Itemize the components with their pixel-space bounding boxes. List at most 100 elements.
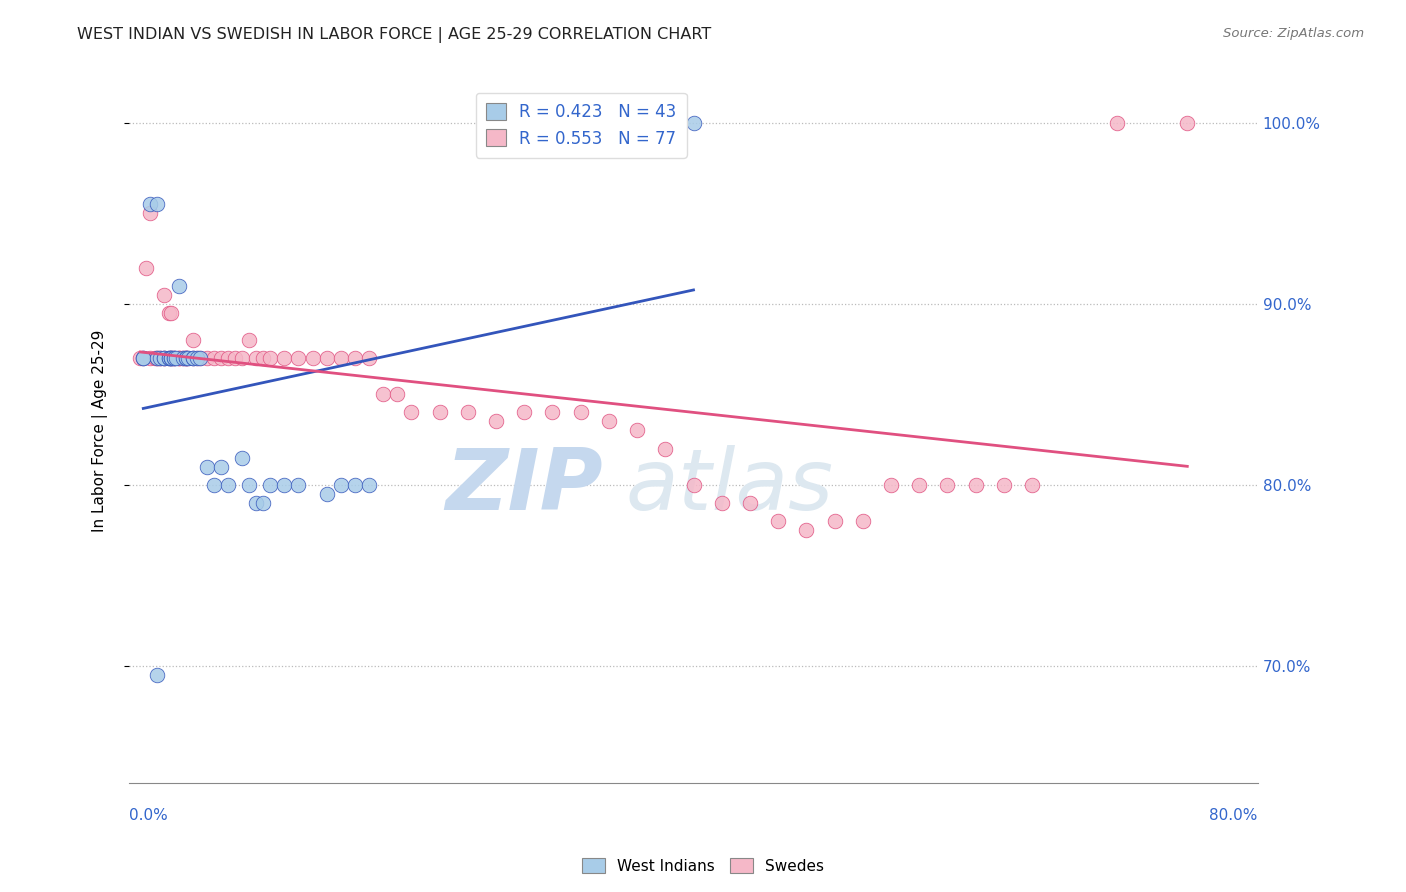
Point [177, 351, 200, 365]
Point [188, 351, 211, 365]
Point [188, 351, 211, 365]
Point [167, 351, 190, 365]
Point [146, 668, 169, 682]
Point [160, 351, 183, 365]
Point [209, 459, 232, 474]
Point [273, 477, 295, 491]
Point [172, 351, 194, 365]
Point [149, 351, 172, 365]
Point [245, 351, 267, 365]
Point [287, 351, 309, 365]
Point [231, 351, 253, 365]
Point [936, 477, 959, 491]
Point [259, 351, 281, 365]
Point [1175, 116, 1198, 130]
Point [146, 351, 169, 365]
Point [329, 477, 352, 491]
Point [357, 351, 380, 365]
Point [167, 351, 190, 365]
Point [654, 442, 676, 456]
Point [202, 477, 225, 491]
Point [357, 477, 380, 491]
Point [132, 351, 155, 365]
Point [654, 116, 676, 130]
Point [163, 351, 186, 365]
Point [824, 514, 846, 528]
Point [139, 206, 162, 220]
Point [429, 405, 451, 419]
Point [195, 351, 218, 365]
Point [195, 459, 218, 474]
Point [132, 351, 155, 365]
Text: 0.0%: 0.0% [129, 808, 167, 823]
Point [139, 197, 162, 211]
Point [371, 387, 394, 401]
Point [217, 351, 239, 365]
Y-axis label: In Labor Force | Age 25-29: In Labor Force | Age 25-29 [93, 329, 108, 532]
Point [163, 351, 186, 365]
Point [174, 351, 197, 365]
Legend: R = 0.423   N = 43, R = 0.553   N = 77: R = 0.423 N = 43, R = 0.553 N = 77 [477, 93, 686, 158]
Point [273, 351, 295, 365]
Point [157, 351, 180, 365]
Text: ZIP: ZIP [446, 445, 603, 528]
Point [626, 424, 648, 438]
Point [181, 351, 204, 365]
Point [682, 116, 704, 130]
Point [217, 477, 239, 491]
Point [174, 351, 197, 365]
Text: 80.0%: 80.0% [1209, 808, 1258, 823]
Point [343, 477, 366, 491]
Point [238, 477, 260, 491]
Point [139, 351, 162, 365]
Point [202, 351, 225, 365]
Point [129, 351, 152, 365]
Point [181, 351, 204, 365]
Point [186, 351, 208, 365]
Point [252, 496, 274, 510]
Point [259, 477, 281, 491]
Point [598, 414, 620, 428]
Point [224, 351, 246, 365]
Point [153, 287, 176, 301]
Point [301, 351, 323, 365]
Point [387, 387, 409, 401]
Point [153, 351, 176, 365]
Point [315, 487, 337, 501]
Point [146, 351, 169, 365]
Point [852, 514, 875, 528]
Point [160, 306, 183, 320]
Point [238, 333, 260, 347]
Point [682, 477, 704, 491]
Point [132, 351, 155, 365]
Point [163, 351, 186, 365]
Point [315, 351, 337, 365]
Point [766, 514, 789, 528]
Point [1105, 116, 1128, 130]
Point [174, 351, 197, 365]
Point [485, 414, 508, 428]
Text: WEST INDIAN VS SWEDISH IN LABOR FORCE | AGE 25-29 CORRELATION CHART: WEST INDIAN VS SWEDISH IN LABOR FORCE | … [77, 27, 711, 43]
Point [329, 351, 352, 365]
Point [165, 351, 187, 365]
Point [146, 351, 169, 365]
Text: Source: ZipAtlas.com: Source: ZipAtlas.com [1223, 27, 1364, 40]
Point [157, 351, 180, 365]
Point [177, 351, 200, 365]
Point [163, 351, 186, 365]
Point [343, 351, 366, 365]
Point [880, 477, 903, 491]
Point [287, 477, 309, 491]
Point [541, 405, 564, 419]
Point [513, 405, 536, 419]
Point [160, 351, 183, 365]
Point [167, 278, 190, 293]
Point [796, 523, 818, 537]
Point [401, 405, 423, 419]
Point [457, 405, 479, 419]
Point [167, 351, 190, 365]
Point [231, 450, 253, 465]
Point [160, 351, 183, 365]
Text: atlas: atlas [626, 445, 834, 528]
Point [172, 351, 194, 365]
